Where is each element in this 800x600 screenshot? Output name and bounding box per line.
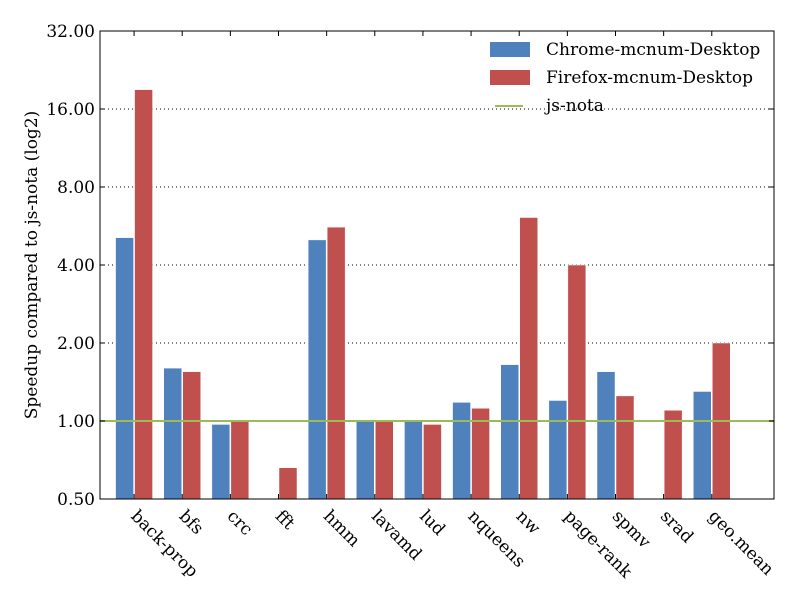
y-tick-label: 2.00: [57, 334, 95, 354]
bar-chrome-lud: [404, 420, 423, 500]
bar-chrome-page-rank: [548, 400, 568, 500]
bar-firefox-lavamd: [375, 420, 394, 500]
legend-label: Chrome-mcnum-Desktop: [546, 40, 760, 60]
bar-chrome-nqueens: [452, 402, 471, 500]
y-tick-label: 32.00: [46, 22, 95, 42]
bars-group: [115, 89, 731, 500]
x-tick-label: bfs: [175, 506, 207, 538]
y-tick-label: 16.00: [46, 100, 95, 120]
bar-chrome-hmm: [307, 239, 327, 500]
x-tick-label: srad: [656, 506, 697, 547]
bar-firefox-page-rank: [567, 264, 587, 500]
y-axis-label: Speedup compared to js-nota (log2): [22, 111, 42, 420]
y-tick-label: 1.00: [57, 412, 95, 432]
bar-chrome-back-prop: [115, 237, 134, 500]
bar-chrome-lavamd: [356, 420, 375, 500]
bar-firefox-lud: [423, 424, 442, 500]
legend-label: Firefox-mcnum-Desktop: [546, 68, 753, 88]
x-tick-label: lavamd: [367, 506, 425, 564]
x-tick-label: hmm: [319, 506, 364, 551]
y-tick-label: 8.00: [57, 178, 95, 198]
bar-chrome-bfs: [163, 367, 182, 500]
x-tick-label: lud: [415, 506, 449, 540]
y-tick-label: 0.50: [57, 490, 95, 510]
bar-firefox-nw: [519, 217, 538, 500]
y-tick-label: 4.00: [57, 256, 95, 276]
y-axis-ticks: 0.50 1.00 2.00 4.00 8.00 16.00 32.00: [46, 22, 774, 510]
x-tick-label: nw: [512, 506, 544, 538]
legend-label: js-nota: [544, 96, 604, 116]
legend-swatch-firefox: [490, 70, 530, 85]
bar-chrome-spmv: [596, 371, 616, 500]
bar-firefox-crc: [230, 420, 250, 500]
x-tick-label: geo.mean: [704, 506, 777, 579]
x-tick-label: fft: [271, 506, 299, 534]
bar-firefox-spmv: [615, 395, 635, 500]
bar-firefox-bfs: [182, 371, 201, 500]
bar-chrome-nw: [500, 364, 519, 500]
bar-firefox-srad: [663, 410, 683, 500]
legend-swatch-chrome: [490, 42, 530, 57]
bar-chrome-geo.mean: [693, 391, 712, 500]
bar-chrome-crc: [211, 424, 231, 500]
grid-lines: [100, 108, 774, 422]
x-tick-label: crc: [223, 506, 256, 539]
legend: Chrome-mcnum-Desktop Firefox-mcnum-Deskto…: [490, 40, 760, 116]
bar-firefox-fft: [278, 467, 298, 500]
bar-firefox-hmm: [326, 226, 346, 500]
bar-firefox-back-prop: [134, 89, 153, 500]
x-tick-label: spmv: [608, 506, 654, 552]
